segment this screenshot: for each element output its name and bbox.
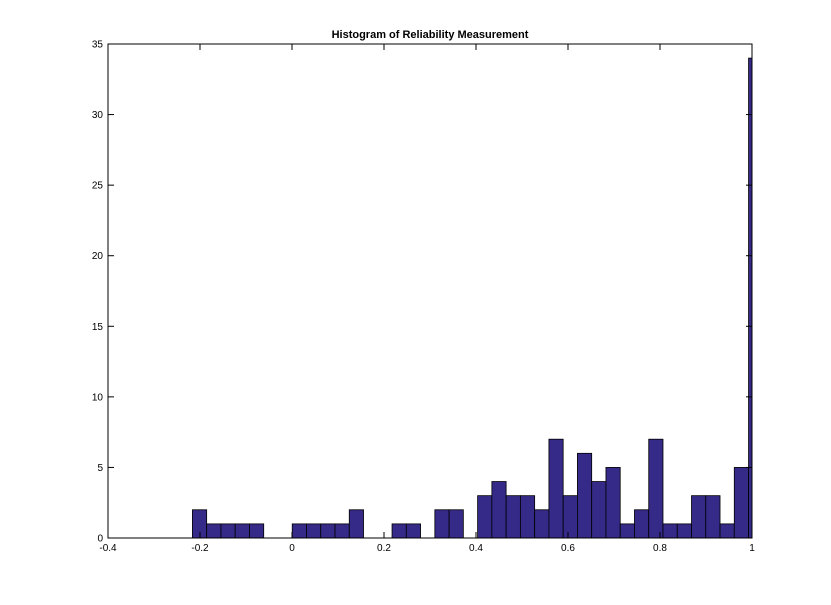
x-tick-label: 0.6 xyxy=(561,543,575,554)
x-tick-label: -0.4 xyxy=(99,543,117,554)
histogram-bar xyxy=(648,438,664,539)
axes-box xyxy=(107,43,753,539)
histogram-bar xyxy=(334,523,350,539)
histogram-bar xyxy=(634,509,650,539)
histogram-bar xyxy=(505,495,521,539)
histogram-bars xyxy=(192,57,753,539)
y-tick-label: 5 xyxy=(97,463,103,474)
y-tick-label: 10 xyxy=(92,392,104,403)
histogram-bar xyxy=(348,509,364,539)
histogram-bar xyxy=(391,523,407,539)
histogram-bar xyxy=(220,523,236,539)
histogram-bar xyxy=(705,495,721,539)
histogram-bar xyxy=(291,523,307,539)
plot-area xyxy=(108,44,752,538)
histogram-bar xyxy=(249,523,265,539)
histogram-bar xyxy=(491,481,507,539)
histogram-bar xyxy=(591,481,607,539)
y-tick-label: 25 xyxy=(92,181,104,192)
chart-title: Histogram of Reliability Measurement xyxy=(332,29,529,41)
y-axis-ticks: 0 5 10 15 20 25 30 35 xyxy=(92,40,752,545)
histogram-bar xyxy=(405,523,421,539)
histogram-bar xyxy=(320,523,336,539)
histogram-bar xyxy=(605,467,621,539)
histogram-bar xyxy=(234,523,250,539)
x-tick-label: 1 xyxy=(749,543,755,554)
histogram-bar xyxy=(306,523,322,539)
x-tick-label: 0 xyxy=(289,543,295,554)
x-tick-label: -0.2 xyxy=(191,543,209,554)
x-axis-ticks: -0.4 -0.2 0 0.2 0.4 0.6 0.8 1 xyxy=(99,44,755,554)
histogram-bar xyxy=(477,495,493,539)
histogram-bar xyxy=(562,495,578,539)
x-tick-label: 0.4 xyxy=(469,543,483,554)
y-tick-label: 15 xyxy=(92,322,104,333)
histogram-bar xyxy=(206,523,222,539)
histogram-bar xyxy=(719,523,735,539)
y-tick-label: 20 xyxy=(92,251,104,262)
histogram-bar xyxy=(733,467,749,539)
histogram-bar xyxy=(662,523,678,539)
histogram-bar xyxy=(691,495,707,539)
histogram-bar xyxy=(619,523,635,539)
histogram-bar xyxy=(748,57,753,539)
histogram-bar xyxy=(676,523,692,539)
histogram-bar xyxy=(448,509,464,539)
histogram-bar xyxy=(548,438,564,539)
histogram-bar xyxy=(434,509,450,539)
y-tick-label: 35 xyxy=(92,40,104,51)
y-tick-label: 30 xyxy=(92,110,104,121)
histogram-bar xyxy=(534,509,550,539)
histogram-bar xyxy=(519,495,536,539)
y-tick-label: 0 xyxy=(97,534,103,545)
x-tick-label: 0.2 xyxy=(377,543,391,554)
x-tick-label: 0.8 xyxy=(653,543,667,554)
histogram-bar xyxy=(577,452,593,539)
